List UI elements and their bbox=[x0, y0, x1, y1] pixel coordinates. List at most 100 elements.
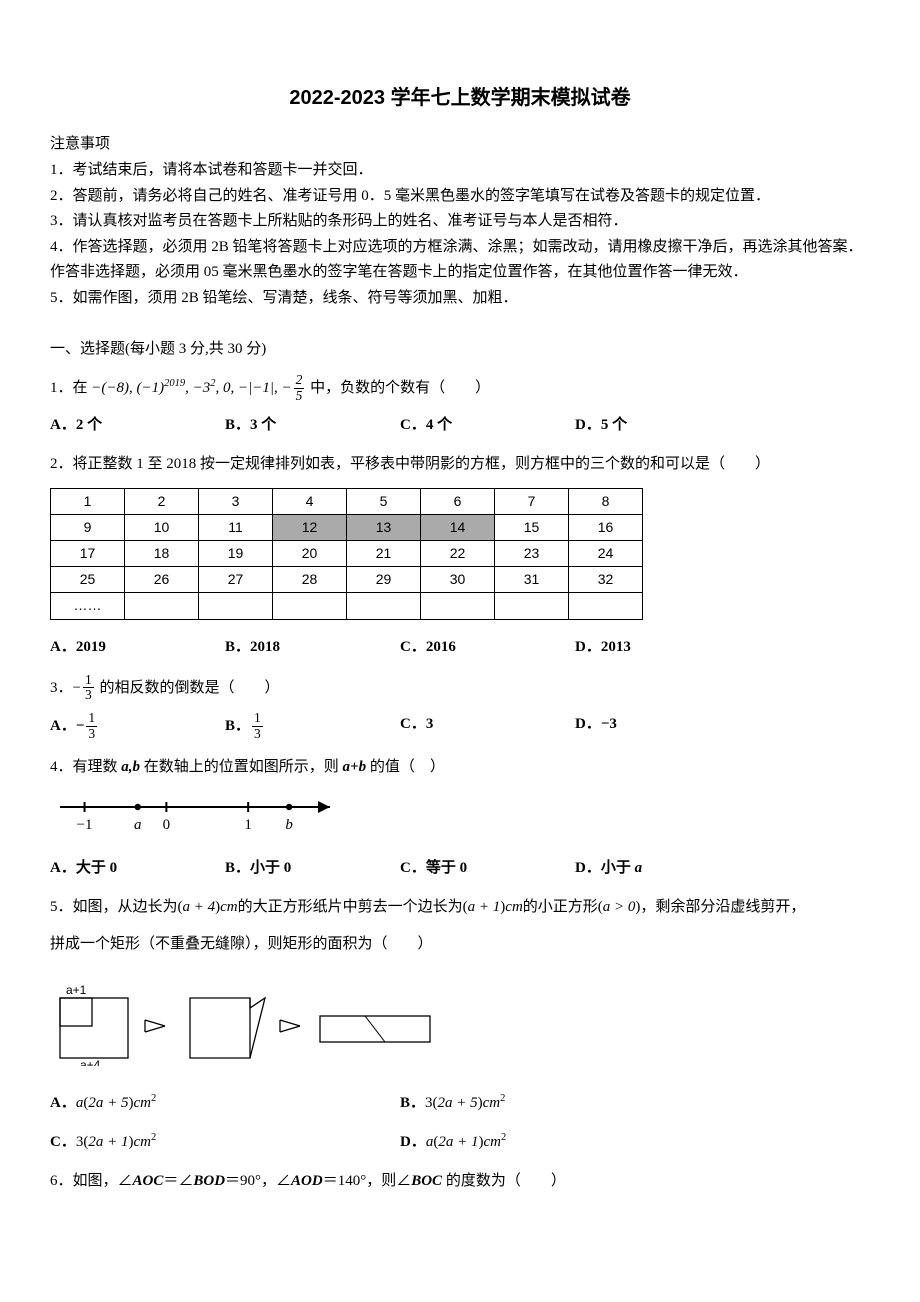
table-cell: 22 bbox=[421, 541, 495, 567]
table-cell bbox=[125, 593, 199, 619]
table-cell: 19 bbox=[199, 541, 273, 567]
q6-boc: BOC bbox=[411, 1173, 442, 1189]
q6-bod: BOD bbox=[193, 1173, 225, 1189]
q3-optB-den: 3 bbox=[252, 727, 263, 742]
q1-option-a: A．2 个 bbox=[50, 412, 225, 439]
table-cell: …… bbox=[51, 593, 125, 619]
q3-optA-den: 3 bbox=[86, 727, 97, 742]
table-cell: 8 bbox=[569, 488, 643, 514]
q6-aoc: AOC bbox=[133, 1173, 164, 1189]
svg-text:a+1: a+1 bbox=[66, 983, 87, 997]
q5-option-c: C．3(2a + 1)cm2 bbox=[50, 1129, 400, 1156]
q4-option-b: B．小于 0 bbox=[225, 855, 400, 882]
svg-text:1: 1 bbox=[244, 817, 252, 833]
table-cell: 11 bbox=[199, 514, 273, 540]
svg-text:b: b bbox=[285, 817, 293, 833]
table-cell: 10 bbox=[125, 514, 199, 540]
table-cell: 23 bbox=[495, 541, 569, 567]
q6-aod: AOD bbox=[291, 1173, 323, 1189]
q1-option-c: C．4 个 bbox=[400, 412, 575, 439]
q3-prefix: 3．− bbox=[50, 679, 81, 695]
q4-p3: 的值（ ） bbox=[366, 759, 445, 775]
q3-suffix: 的相反数的倒数是（ ） bbox=[96, 679, 280, 695]
q5-cond: a > 0 bbox=[603, 899, 636, 915]
q5-mid3: ，剩余部分沿虚线剪开， bbox=[640, 899, 805, 915]
question-6: 6．如图，∠AOC＝∠BOD＝90°，∠AOD＝140°，则∠BOC 的度数为（… bbox=[50, 1168, 870, 1195]
q3-optB-num: 1 bbox=[252, 711, 263, 727]
table-cell bbox=[569, 593, 643, 619]
q1-frac-den: 5 bbox=[294, 389, 305, 404]
svg-text:0: 0 bbox=[163, 817, 171, 833]
q3-options: A．−13 B．13 C．3 D．−3 bbox=[50, 711, 870, 742]
q4-option-d: D．小于 a bbox=[575, 855, 750, 882]
table-cell: 27 bbox=[199, 567, 273, 593]
q6-p2: ＝∠ bbox=[163, 1173, 193, 1189]
table-cell: 14 bbox=[421, 514, 495, 540]
q1-expr-power: 2019 bbox=[164, 378, 185, 389]
table-cell: 20 bbox=[273, 541, 347, 567]
q5-option-d: D．a(2a + 1)cm2 bbox=[400, 1129, 750, 1156]
table-cell: 15 bbox=[495, 514, 569, 540]
table-cell: 29 bbox=[347, 567, 421, 593]
table-cell: 5 bbox=[347, 488, 421, 514]
table-cell: 9 bbox=[51, 514, 125, 540]
q6-p3: ＝90°，∠ bbox=[225, 1173, 291, 1189]
q1-option-d: D．5 个 bbox=[575, 412, 750, 439]
table-cell bbox=[273, 593, 347, 619]
table-cell: 24 bbox=[569, 541, 643, 567]
table-cell: 1 bbox=[51, 488, 125, 514]
section-header: 一、选择题(每小题 3 分,共 30 分) bbox=[50, 336, 870, 363]
notice-1: 1．考试结束后，请将本试卷和答题卡一并交回． bbox=[50, 158, 870, 184]
notice-3: 3．请认真核对监考员在答题卡上所粘贴的条形码上的姓名、准考证号与本人是否相符． bbox=[50, 209, 870, 235]
table-cell: 16 bbox=[569, 514, 643, 540]
q1-frac: 25 bbox=[294, 373, 305, 404]
q4-option-c: C．等于 0 bbox=[400, 855, 575, 882]
table-cell: 17 bbox=[51, 541, 125, 567]
q3-frac: 13 bbox=[83, 673, 94, 704]
question-5-line2: 拼成一个矩形（不重叠无缝隙），则矩形的面积为（ ） bbox=[50, 931, 870, 958]
table-cell: 28 bbox=[273, 567, 347, 593]
table-cell bbox=[347, 593, 421, 619]
q3-option-b: B．13 bbox=[225, 711, 400, 742]
table-cell: 30 bbox=[421, 567, 495, 593]
q1-expr-p3: , 0, −|−1|, − bbox=[216, 380, 292, 396]
question-2: 2．将正整数 1 至 2018 按一定规律排列如表，平移表中带阴影的方框，则方框… bbox=[50, 451, 870, 478]
table-cell: 3 bbox=[199, 488, 273, 514]
q5-expr1: a + 4 bbox=[183, 899, 216, 915]
question-4: 4．有理数 a,b 在数轴上的位置如图所示，则 a+b 的值（ ） bbox=[50, 754, 870, 781]
q4-option-a: A．大于 0 bbox=[50, 855, 225, 882]
q5-mid2: 的小正方形 bbox=[523, 899, 598, 915]
q6-p4: ＝140°，则∠ bbox=[323, 1173, 412, 1189]
q2-option-b: B．2018 bbox=[225, 634, 400, 661]
q5-prefix: 5．如图，从边长为 bbox=[50, 899, 178, 915]
table-cell: 31 bbox=[495, 567, 569, 593]
table-cell: 13 bbox=[347, 514, 421, 540]
svg-text:a+4: a+4 bbox=[80, 1058, 101, 1066]
q4-p2: 在数轴上的位置如图所示，则 bbox=[140, 759, 343, 775]
q5-cm1: cm bbox=[220, 899, 238, 915]
table-cell: 25 bbox=[51, 567, 125, 593]
table-cell bbox=[199, 593, 273, 619]
question-1: 1．在 −(−8), (−1)2019, −32, 0, −|−1|, −25 … bbox=[50, 373, 870, 404]
q1-options: A．2 个 B．3 个 C．4 个 D．5 个 bbox=[50, 412, 870, 439]
q1-expr-p1: −(−8), (−1) bbox=[91, 380, 164, 396]
q5-options-row2: C．3(2a + 1)cm2 D．a(2a + 1)cm2 bbox=[50, 1129, 870, 1156]
q4-options: A．大于 0 B．小于 0 C．等于 0 D．小于 a bbox=[50, 855, 870, 882]
q1-option-b: B．3 个 bbox=[225, 412, 400, 439]
q5-expr2: a + 1 bbox=[468, 899, 501, 915]
q3-frac-num: 1 bbox=[83, 673, 94, 689]
q1-frac-num: 2 bbox=[294, 373, 305, 389]
q3-option-d: D．−3 bbox=[575, 711, 750, 742]
table-cell bbox=[495, 593, 569, 619]
svg-text:−1: −1 bbox=[77, 817, 93, 833]
table-cell: 12 bbox=[273, 514, 347, 540]
q2-option-d: D．2013 bbox=[575, 634, 750, 661]
q5-option-b: B．3(2a + 5)cm2 bbox=[400, 1090, 750, 1117]
q2-option-c: C．2016 bbox=[400, 634, 575, 661]
q6-p5: 的度数为（ ） bbox=[442, 1173, 566, 1189]
q4-ab: a,b bbox=[121, 759, 140, 775]
q3-option-c: C．3 bbox=[400, 711, 575, 742]
q5-cm2: cm bbox=[505, 899, 523, 915]
q5-option-a: A．a(2a + 5)cm2 bbox=[50, 1090, 400, 1117]
table-cell: 4 bbox=[273, 488, 347, 514]
